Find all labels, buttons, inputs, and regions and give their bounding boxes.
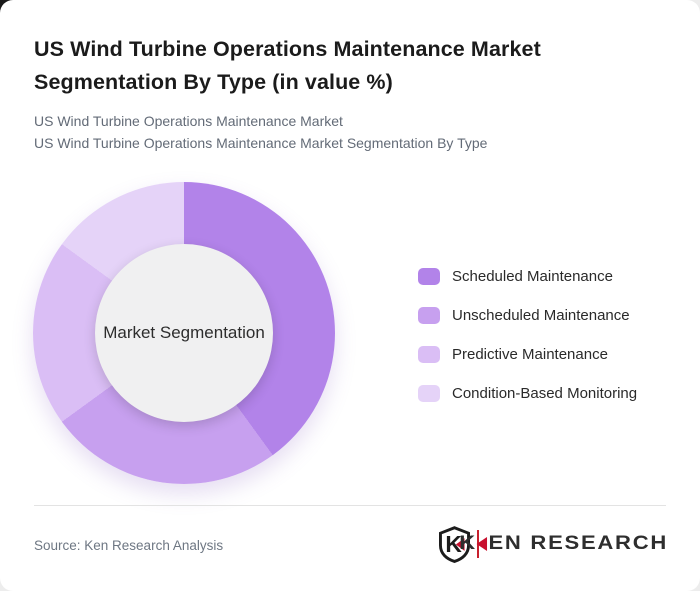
legend-item: Condition-Based Monitoring [418,385,637,402]
subtitle-line-1: US Wind Turbine Operations Maintenance M… [34,113,343,129]
donut-chart: Market Segmentation [33,182,335,484]
ken-research-logo: K K EN RESEARCH [438,524,668,564]
source-note: Source: Ken Research Analysis [34,538,224,553]
page-title: US Wind Turbine Operations Maintenance M… [34,37,541,94]
legend-label: Condition-Based Monitoring [452,385,638,402]
chart-subtitle: US Wind Turbine Operations Maintenance M… [34,110,674,154]
donut-center: Market Segmentation [95,244,273,422]
legend-label: Predictive Maintenance [452,346,608,363]
footer-divider [34,505,666,506]
chart-legend: Scheduled Maintenance Unscheduled Mainten… [418,268,637,424]
logo-word-rest: EN RESEARCH [488,533,668,554]
legend-item: Scheduled Maintenance [418,268,637,285]
legend-label: Scheduled Maintenance [452,268,613,285]
legend-label: Unscheduled Maintenance [452,307,630,324]
legend-swatch [418,268,440,285]
svg-text:K: K [445,531,462,557]
legend-item: Predictive Maintenance [418,346,637,363]
donut-center-label: Market Segmentation [103,323,265,342]
legend-swatch [418,385,440,402]
logo-wordmark: K EN RESEARCH [459,533,668,555]
legend-swatch [418,346,440,363]
logo-word-k: K [459,533,477,554]
subtitle-line-2: US Wind Turbine Operations Maintenance M… [34,135,488,151]
legend-swatch [418,307,440,324]
logo-red-triangle-icon [476,537,488,551]
ken-research-shield-icon: K [438,525,470,563]
legend-item: Unscheduled Maintenance [418,307,637,324]
